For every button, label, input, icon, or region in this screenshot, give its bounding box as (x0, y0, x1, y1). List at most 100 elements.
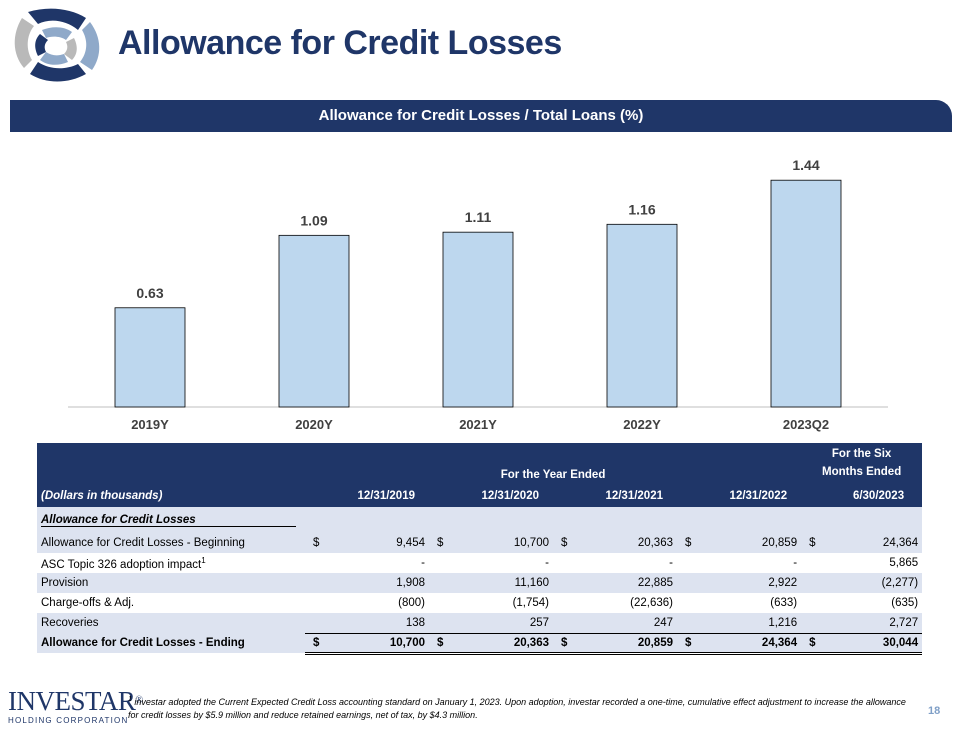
column-header: 12/31/2019 (305, 485, 429, 507)
footer-logo-sub: HOLDING CORPORATION (8, 716, 129, 725)
cell-value: 20,859 (575, 632, 677, 655)
currency-symbol (553, 613, 575, 633)
column-header: 12/31/2020 (429, 485, 553, 507)
currency-symbol (553, 573, 575, 593)
row-label: ASC Topic 326 adoption impact1 (37, 553, 305, 573)
page-title: Allowance for Credit Losses (118, 24, 562, 62)
cell-value: 10,700 (451, 533, 553, 553)
currency-symbol (305, 553, 327, 573)
currency-symbol (801, 573, 824, 593)
currency-symbol (429, 593, 451, 613)
column-header: 12/31/2021 (553, 485, 677, 507)
cell-value: - (451, 553, 553, 573)
currency-symbol: $ (305, 632, 327, 655)
registered-mark: ® (135, 695, 143, 706)
cell-value: (1,754) (451, 593, 553, 613)
cell-value: 9,454 (327, 533, 429, 553)
cell-value: 11,160 (451, 573, 553, 593)
currency-symbol: $ (429, 632, 451, 655)
logo-swirl-icon (14, 8, 100, 82)
group-header-six-months: For the Six Months Ended (801, 443, 923, 485)
cell-value: 20,859 (699, 533, 802, 553)
row-label-text: Provision (41, 577, 89, 589)
row-label-text: Charge-offs & Adj. (41, 597, 135, 609)
table-row: ASC Topic 326 adoption impact1 - - - - 5,865 (37, 553, 923, 573)
table-row: Charge-offs & Adj. (800) (1,754) (22,636) (6… (37, 593, 923, 613)
bar-2022Y (606, 223, 678, 408)
cell-value: 22,885 (575, 573, 677, 593)
data-label: 0.63 (136, 285, 163, 301)
section-title: Allowance for Credit Losses (41, 514, 296, 527)
cell-value: (635) (823, 593, 923, 613)
cell-value: 24,364 (823, 533, 923, 553)
cell-value: (633) (699, 593, 802, 613)
currency-symbol: $ (801, 632, 824, 655)
table-header-group-row: For the Year Ended For the Six Months En… (37, 443, 923, 485)
bar-2020Y (278, 234, 350, 408)
currency-symbol (677, 593, 699, 613)
currency-symbol (429, 553, 451, 573)
row-label-text: ASC Topic 326 adoption impact (41, 558, 202, 571)
cell-value: 20,363 (451, 632, 553, 655)
row-label: Recoveries (37, 613, 305, 633)
cell-value: 30,044 (823, 632, 923, 655)
x-tick-label: 2019Y (131, 417, 169, 432)
column-header: 6/30/2023 (801, 485, 923, 507)
currency-symbol (553, 593, 575, 613)
footnote-mark: 1 (128, 696, 132, 703)
group-header-six-line1: For the Six (831, 448, 892, 460)
cell-value: 257 (451, 613, 553, 633)
units-label: (Dollars in thousands) (37, 485, 305, 507)
bar-2021Y (442, 231, 514, 408)
table-header-row: (Dollars in thousands) 12/31/2019 12/31/… (37, 485, 923, 507)
currency-symbol (801, 613, 824, 633)
company-logo-mark (14, 8, 100, 82)
x-tick-label: 2020Y (295, 417, 333, 432)
cell-value: 1,908 (327, 573, 429, 593)
footer-logo-main: INVESTAR (8, 686, 136, 716)
footnote: 1 investar adopted the Current Expected … (128, 693, 908, 722)
group-header-year: For the Year Ended (305, 443, 802, 485)
row-label: Allowance for Credit Losses - Ending (37, 633, 305, 653)
bar-2019Y (114, 307, 186, 408)
bar-chart: 0.63 2019Y 1.09 2020Y 1.11 2021Y 1.16 2022Y 1.44… (68, 157, 888, 432)
cell-value: 2,922 (699, 573, 802, 593)
table-row: Allowance for Credit Losses - Beginning $… (37, 533, 923, 553)
x-tick-label: 2023Q2 (783, 417, 829, 432)
data-label: 1.16 (628, 201, 655, 217)
currency-symbol (677, 613, 699, 633)
currency-symbol (553, 553, 575, 573)
currency-symbol: $ (553, 632, 575, 655)
currency-symbol (305, 613, 327, 633)
row-label: Charge-offs & Adj. (37, 593, 305, 613)
currency-symbol: $ (677, 533, 699, 553)
footnote-text: investar adopted the Current Expected Cr… (128, 697, 906, 720)
cell-value: (2,277) (823, 573, 923, 593)
cell-value: 247 (575, 613, 677, 633)
cell-value: 138 (327, 613, 429, 633)
currency-symbol (801, 593, 824, 613)
group-header-six-line2: Months Ended (822, 466, 902, 478)
cell-value: - (327, 553, 429, 573)
currency-symbol (677, 553, 699, 573)
allowance-table: For the Year Ended For the Six Months En… (37, 443, 923, 655)
currency-symbol (801, 553, 824, 573)
x-tick-label: 2022Y (623, 417, 661, 432)
table-body: Allowance for Credit Losses - Beginning $… (37, 533, 923, 633)
row-footnote-mark: 1 (201, 555, 206, 565)
currency-symbol: $ (801, 533, 824, 553)
table-row: Provision 1,908 11,160 22,885 2,922 (2,277) (37, 573, 923, 593)
cell-value: (800) (327, 593, 429, 613)
cell-value: (22,636) (575, 593, 677, 613)
row-label-text: Allowance for Credit Losses - Beginning (41, 537, 245, 549)
cell-value: 1,216 (699, 613, 802, 633)
section-row: Allowance for Credit Losses (37, 507, 923, 533)
column-header: 12/31/2022 (677, 485, 802, 507)
chart-banner: Allowance for Credit Losses / Total Loan… (10, 100, 952, 132)
row-label-text: Recoveries (41, 617, 99, 629)
footer-logo: INVESTAR® HOLDING CORPORATION (8, 686, 143, 726)
currency-symbol: $ (305, 533, 327, 553)
footer-logo-wordmark: INVESTAR® (8, 686, 143, 716)
data-label: 1.44 (792, 157, 819, 173)
page-number: 18 (928, 705, 941, 717)
